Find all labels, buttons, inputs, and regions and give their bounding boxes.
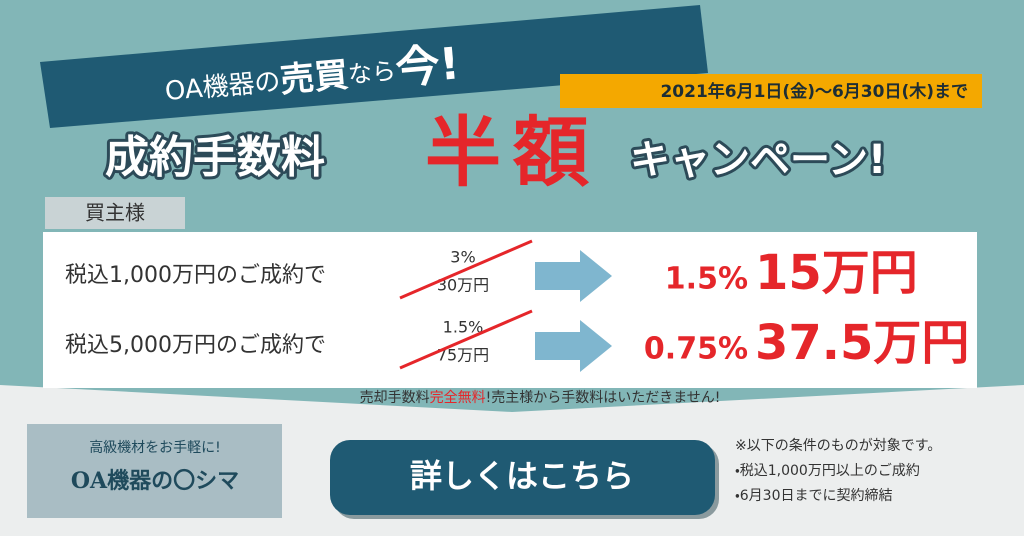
logo-tagline: 高級機材をお手軽に! [89, 439, 221, 456]
new-fee: 37.5万円 [755, 315, 969, 371]
old-rate: 1.5% [443, 318, 484, 337]
arrow [535, 320, 612, 372]
period-band [560, 74, 982, 108]
strike-line [399, 309, 533, 370]
note-part: 完全無料 [430, 390, 486, 406]
condition-text: 税込5,000万円のご成約で [65, 333, 326, 358]
old-fee: 30万円 [437, 276, 489, 295]
campaign-highlight: 半額 [425, 108, 601, 197]
old-fee: 75万円 [437, 346, 489, 365]
strike-line [399, 239, 533, 300]
campaign-prefix: 成約手数料 [105, 132, 325, 183]
arrow [535, 250, 612, 302]
headline-part: なら [347, 57, 397, 89]
buyer-tag: 買主様 [85, 201, 145, 225]
condition: ※以下の条件のものが対象です。 [735, 437, 941, 454]
headline-part: 売買 [278, 55, 349, 101]
new-rate: 1.5% [665, 262, 748, 297]
cta-button[interactable]: 詳しくはこちら [330, 440, 715, 515]
note: 売却手数料完全無料!売主様から手数料はいただきません! [360, 390, 721, 406]
campaign-suffix: キャンペーン! [630, 137, 886, 183]
note-part: 売却手数料 [360, 390, 430, 406]
condition-text: 税込1,000万円のご成約で [65, 263, 326, 288]
buyer-tag-box [45, 197, 185, 229]
button-box[interactable] [330, 440, 715, 515]
new-fee: 15万円 [755, 245, 918, 301]
button-label[interactable]: 詳しくはこちら [410, 457, 634, 495]
logo-box [27, 424, 282, 518]
new-rate: 0.75% [644, 332, 748, 367]
condition: ・6月30日までに契約締結 [735, 487, 892, 504]
headline-part: 今! [393, 38, 461, 94]
period: 2021年6月1日(金)〜6月30日(木)まで [660, 81, 968, 102]
logo-name: OA機器の〇シマ [71, 468, 239, 494]
condition: ・税込1,000万円以上のご成約 [735, 463, 920, 479]
price-card [43, 232, 977, 388]
old-rate: 3% [450, 248, 475, 267]
headline-band [40, 5, 708, 128]
note-part: !売主様から手数料はいただきません! [486, 390, 721, 406]
